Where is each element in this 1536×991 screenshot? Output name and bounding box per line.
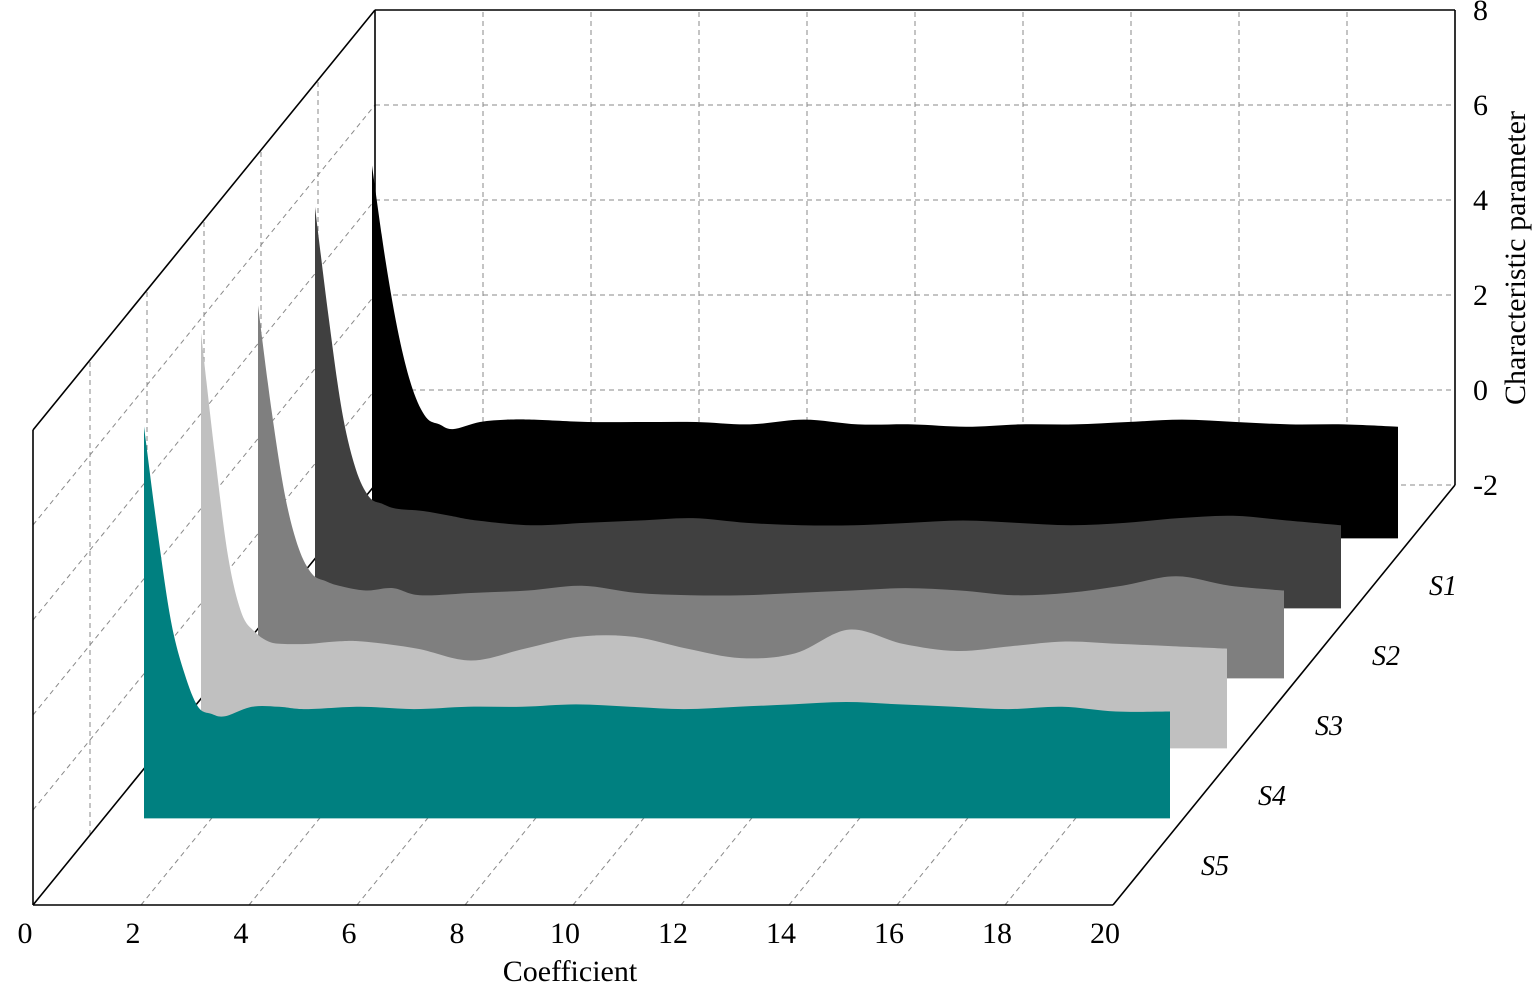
x-tick-label: 2 xyxy=(126,917,141,950)
z-axis-title: Characteristic parameter xyxy=(1499,111,1532,405)
x-tick-label: 8 xyxy=(450,917,465,950)
x-tick-label: 10 xyxy=(550,917,580,950)
series-area-s3 xyxy=(258,305,1284,679)
x-axis-title: Coefficient xyxy=(503,955,638,988)
x-tick-label: 20 xyxy=(1090,917,1120,950)
series-label-s2: S2 xyxy=(1372,641,1400,672)
z-axis-ticks: 8 6 4 2 0 -2 xyxy=(1473,0,1498,502)
x-tick-label: 16 xyxy=(874,917,904,950)
series-area-s2 xyxy=(315,207,1341,609)
z-tick-label: 0 xyxy=(1473,374,1488,407)
frame-top-diagonal xyxy=(32,9,376,431)
x-tick-label: 18 xyxy=(982,917,1012,950)
series-label-s4: S4 xyxy=(1258,781,1286,812)
x-tick-label: 6 xyxy=(342,917,357,950)
z-tick-label: -2 xyxy=(1473,469,1498,502)
z-tick-label: 8 xyxy=(1473,0,1488,27)
series-area-s4 xyxy=(201,332,1227,749)
x-tick-label: 12 xyxy=(658,917,688,950)
x-tick-label: 14 xyxy=(766,917,796,950)
series-layers xyxy=(144,165,1398,819)
z-tick-label: 4 xyxy=(1473,184,1488,217)
x-tick-label: 4 xyxy=(234,917,249,950)
series-area-s1 xyxy=(372,165,1398,539)
series-area-s5 xyxy=(144,426,1170,819)
z-tick-label: 2 xyxy=(1473,279,1488,312)
series-label-s3: S3 xyxy=(1315,711,1343,742)
frame-floor-right xyxy=(1112,484,1456,906)
series-labels: S1 S2 S3 S4 S5 xyxy=(1201,571,1457,882)
x-tick-label: 0 xyxy=(18,917,33,950)
x-axis-ticks: 0 2 4 6 8 10 12 14 16 18 20 xyxy=(18,917,1121,950)
series-label-s1: S1 xyxy=(1429,571,1457,602)
series-label-s5: S5 xyxy=(1201,851,1229,882)
z-tick-label: 6 xyxy=(1473,89,1488,122)
